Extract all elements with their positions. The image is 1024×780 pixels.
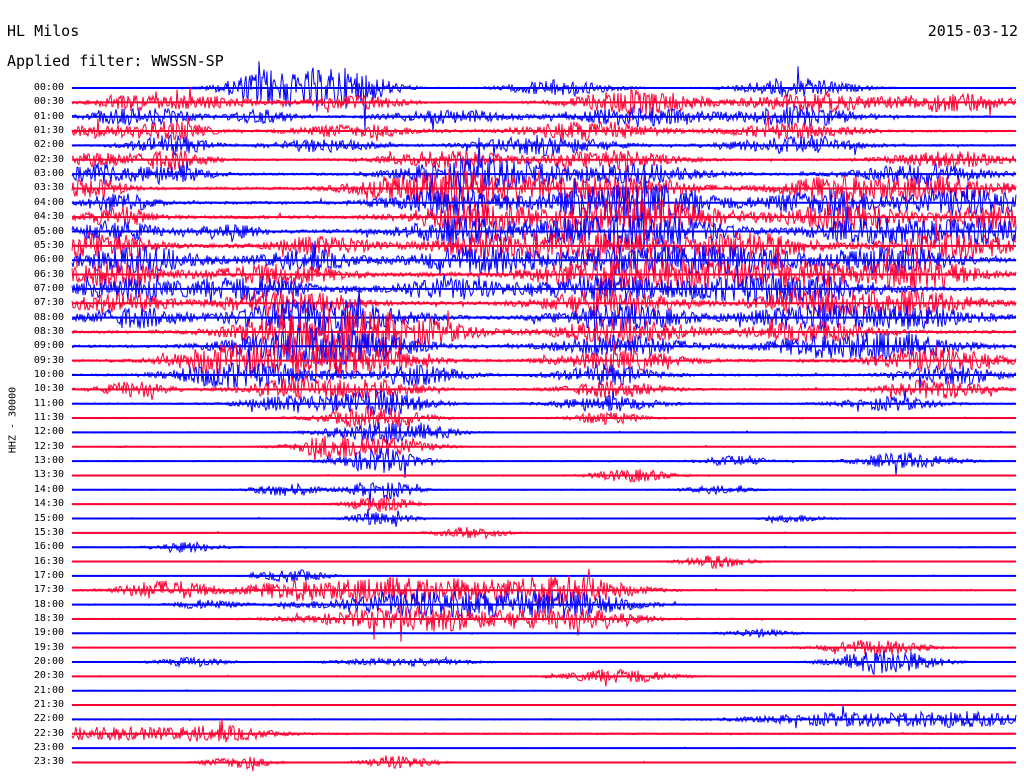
time-tick-label: 05:30 [33,239,64,251]
trace-line [71,253,1017,305]
time-tick-label: 00:30 [33,96,64,108]
time-tick-label: 21:00 [33,684,64,696]
time-tick-label: 13:30 [33,469,64,481]
time-tick-label: 07:30 [33,297,64,309]
trace-line [71,719,1017,743]
time-tick-labels: 00:00 00:30 01:00 01:30 02:00 02:30 03:00 03:30… [0,0,68,780]
trace-line [71,605,1017,643]
time-tick-label: 22:00 [33,713,64,725]
time-tick-label: 06:30 [33,268,64,280]
trace-line [71,481,1017,505]
time-tick-label: 06:00 [33,254,64,266]
time-tick-label: 01:30 [33,125,64,137]
time-tick-label: 04:30 [33,211,64,223]
time-tick-label: 02:30 [33,153,64,165]
trace-line [71,238,1017,298]
time-tick-label: 21:30 [33,699,64,711]
time-tick-label: 04:00 [33,196,64,208]
time-tick-label: 18:30 [33,612,64,624]
time-tick-label: 15:30 [33,526,64,538]
trace-line [71,217,1017,268]
time-tick-label: 08:30 [33,325,64,337]
time-tick-label: 22:30 [33,727,64,739]
trace-line [71,447,1017,479]
time-tick-label: 12:00 [33,426,64,438]
time-tick-label: 08:00 [33,311,64,323]
time-tick-label: 20:00 [33,656,64,667]
time-tick-label: 15:00 [33,512,64,524]
time-tick-label: 16:00 [33,541,64,553]
time-tick-label: 17:00 [33,569,64,581]
trace-line [71,206,1017,258]
time-tick-label: 01:00 [33,110,64,122]
time-tick-label: 09:00 [33,340,64,352]
time-tick-label: 10:30 [33,383,64,395]
time-tick-label: 10:00 [33,369,64,380]
time-tick-label: 11:00 [33,397,64,409]
time-tick-label: 03:30 [33,182,64,194]
time-tick-label: 18:00 [33,598,64,610]
time-tick-label: 12:30 [33,440,64,452]
date-label: 2015-03-12 [927,22,1018,40]
time-tick-label: 13:00 [33,455,64,467]
station-title: HL Milos [7,22,80,40]
time-tick-label: 00:00 [33,82,64,93]
time-tick-label: 09:30 [33,354,64,366]
time-tick-label: 20:30 [33,670,64,682]
time-tick-label: 16:30 [33,555,64,567]
time-tick-label: 19:30 [33,641,64,653]
time-tick-label: 19:00 [33,627,64,639]
time-tick-label: 23:00 [33,742,64,754]
trace-line [71,422,1017,446]
time-tick-label: 07:00 [33,282,64,294]
time-tick-label: 14:00 [33,483,64,495]
time-tick-label: 17:30 [33,584,64,596]
filter-label: Applied filter: WWSSN-SP [7,52,224,70]
time-tick-label: 23:30 [33,756,64,768]
time-tick-label: 03:00 [33,168,64,180]
time-tick-label: 05:00 [33,225,64,237]
trace-line [71,704,1017,729]
time-tick-label: 02:00 [33,139,64,151]
time-tick-label: 14:30 [33,498,64,510]
time-tick-label: 11:30 [33,412,64,424]
trace-line [71,326,1017,374]
trace-line [72,61,1017,132]
